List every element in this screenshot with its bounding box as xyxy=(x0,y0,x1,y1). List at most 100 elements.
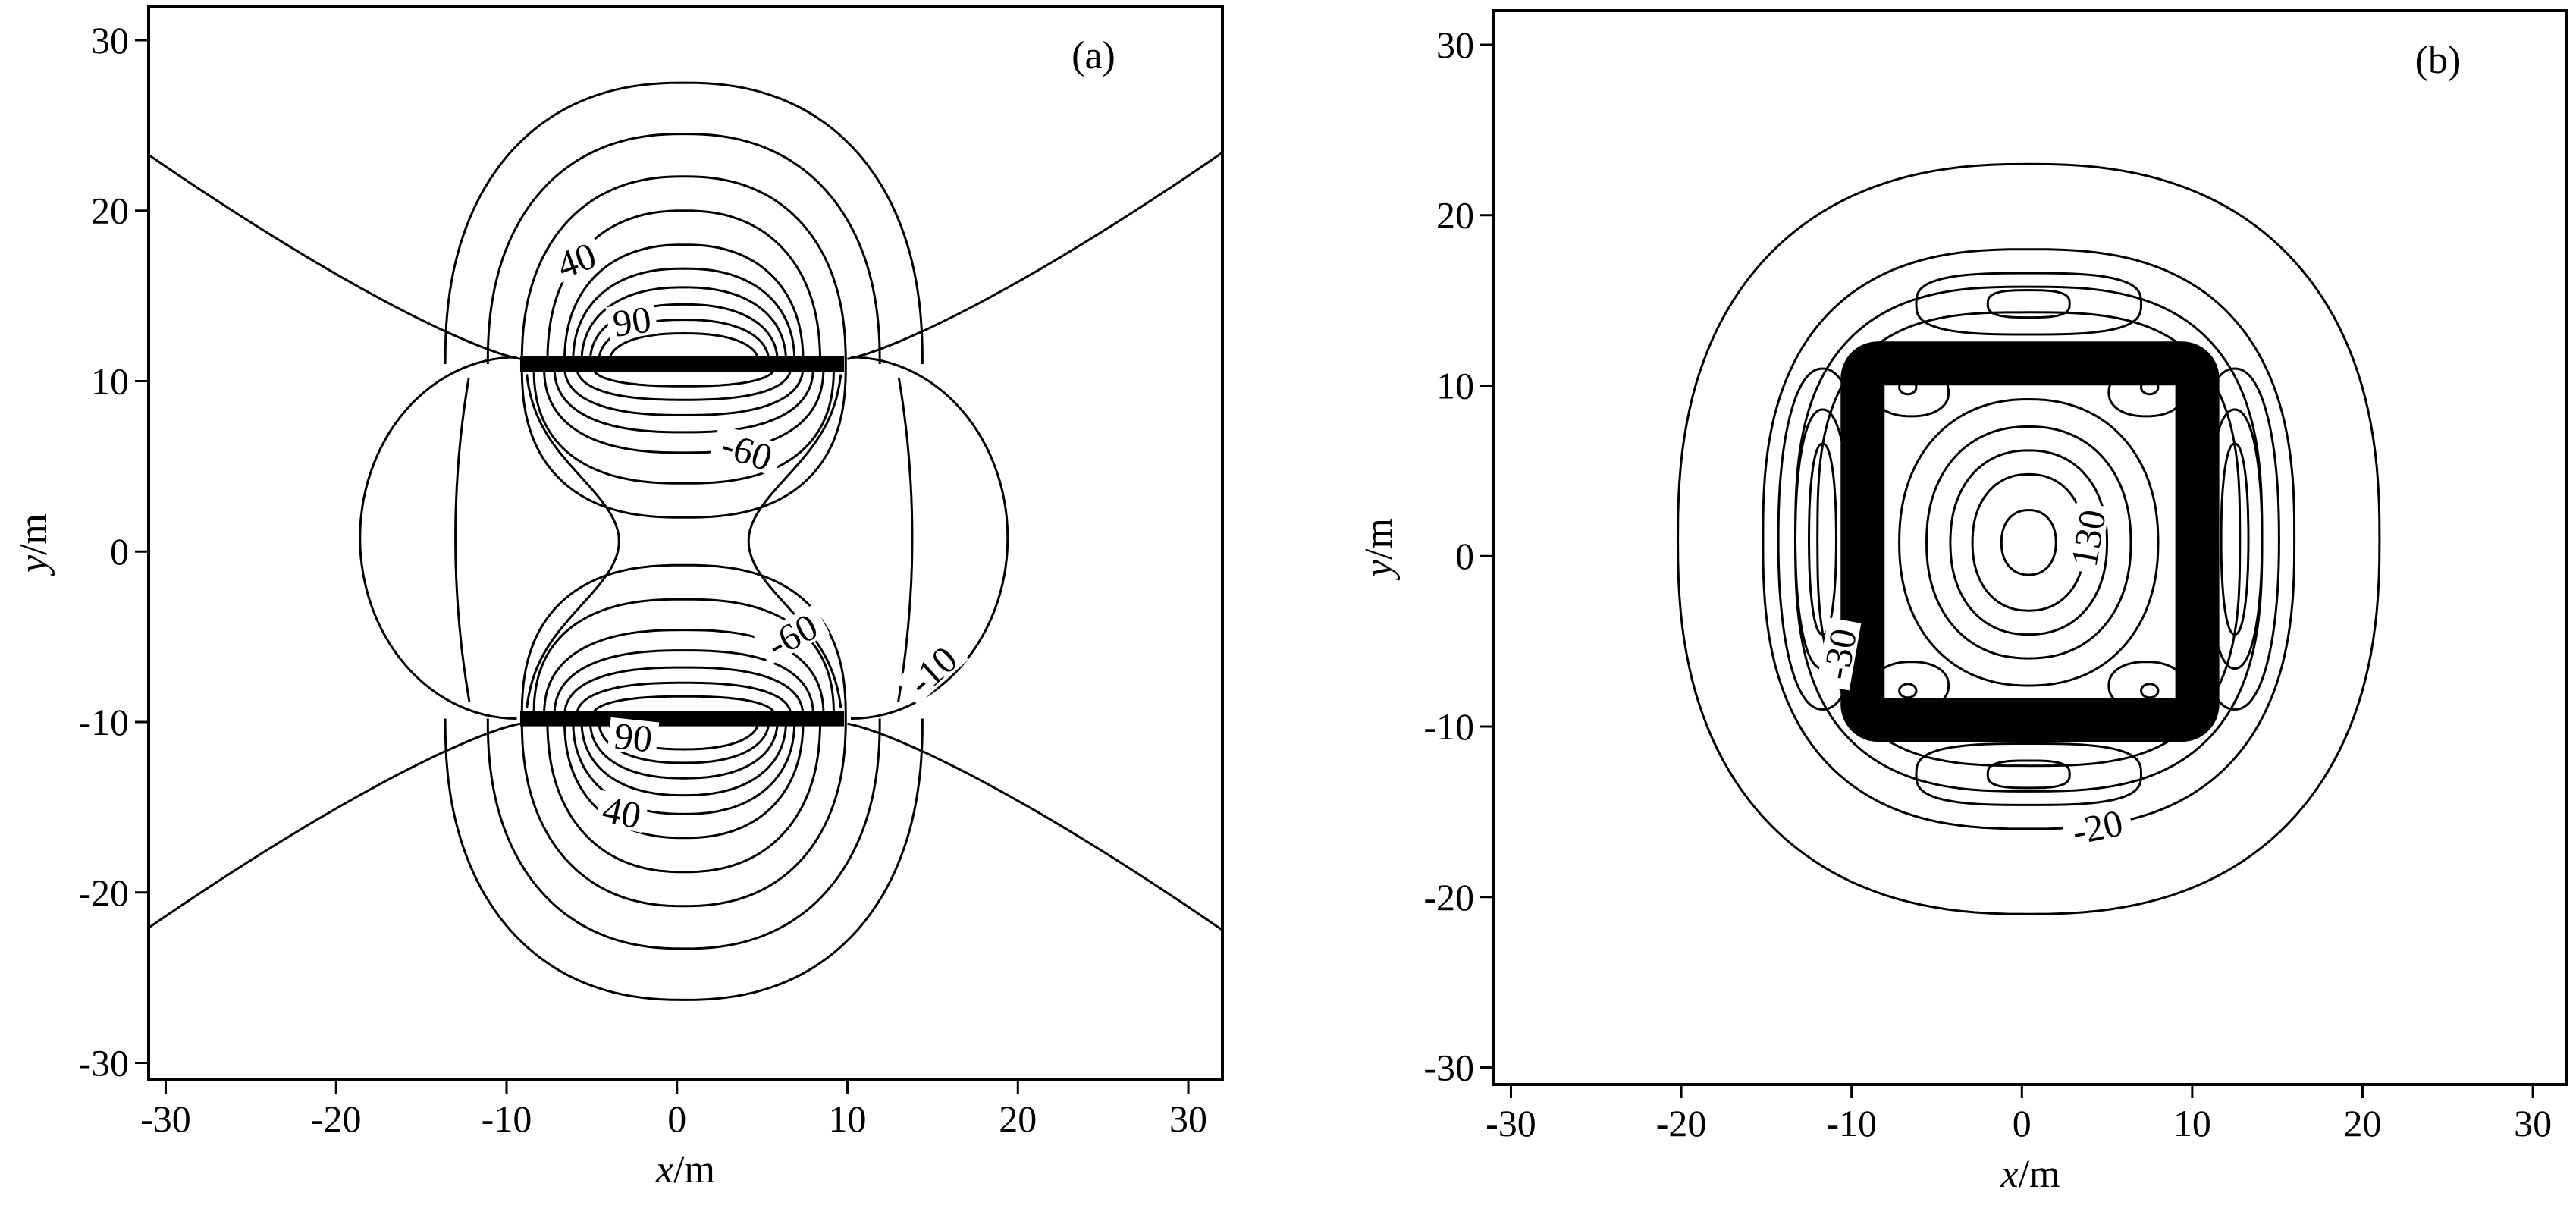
contour-label: 40 xyxy=(595,787,650,837)
contour-line xyxy=(520,175,847,365)
y-tick-label: 0 xyxy=(1455,535,1474,577)
panel-a-contour-lines xyxy=(149,81,1222,1001)
contour-line xyxy=(1971,472,2086,612)
contour-line xyxy=(575,363,792,401)
contour-line xyxy=(563,243,805,365)
contour-label-bg xyxy=(548,235,605,284)
contour-line xyxy=(1872,661,1950,711)
contour-line xyxy=(1986,289,2071,319)
contour-label: 90 xyxy=(605,297,658,345)
panel-b-x-ticks: -30 -20 -10 0 10 20 30 xyxy=(1486,1085,2552,1144)
contour-line xyxy=(1915,742,2142,806)
contour-line xyxy=(897,377,914,702)
contour-line xyxy=(149,722,521,930)
contour-label: -20 xyxy=(2060,801,2135,853)
x-tick-label: -30 xyxy=(1486,1102,1536,1144)
dipole-band xyxy=(519,711,845,727)
contour-line xyxy=(2140,379,2160,396)
contour-line xyxy=(1762,248,2296,830)
contour-line xyxy=(747,374,842,709)
contour-line xyxy=(553,649,815,719)
contour-line xyxy=(2220,442,2250,636)
axis-variable: y xyxy=(12,554,55,576)
dipole-band xyxy=(519,356,845,372)
contour-line xyxy=(1898,683,1918,699)
y-tick-label: 10 xyxy=(1436,364,1474,407)
contour-line xyxy=(526,374,620,709)
contour-line xyxy=(2000,509,2057,576)
contour-label-bg xyxy=(2060,802,2135,850)
contour-line xyxy=(454,377,471,702)
contour-label: 130 xyxy=(2063,501,2114,575)
contour-line xyxy=(2189,367,2280,711)
contour-label-text: 130 xyxy=(2063,507,2114,570)
contour-line xyxy=(607,332,761,364)
y-tick-label: 30 xyxy=(1436,24,1474,66)
contour-line xyxy=(580,286,788,365)
x-tick-label: -20 xyxy=(1656,1102,1707,1144)
contour-line xyxy=(563,666,805,719)
contour-line xyxy=(590,364,777,388)
contour-line xyxy=(542,629,825,719)
contour-line xyxy=(597,319,770,364)
contour-line xyxy=(572,718,796,815)
contour-line xyxy=(2107,661,2185,711)
contour-label-bg xyxy=(2065,501,2110,575)
panel-a-x-ticks: -30 -20 -10 0 10 20 30 xyxy=(140,1080,1207,1140)
axis-unit: /m xyxy=(12,513,55,555)
y-tick-label: -10 xyxy=(78,701,129,743)
panel-b-label: (b) xyxy=(2415,39,2461,82)
x-tick-label: 20 xyxy=(999,1097,1037,1140)
contour-label: -30 xyxy=(1814,617,1865,691)
contour-line xyxy=(1949,449,2109,636)
contour-line xyxy=(359,356,517,720)
contour-line xyxy=(1898,398,2160,687)
contour-label-text: 90 xyxy=(610,297,654,344)
axis-unit: /m xyxy=(673,1148,715,1191)
axis-unit: /m xyxy=(1357,518,1401,560)
contour-line xyxy=(444,81,924,365)
contour-line xyxy=(2206,408,2264,670)
contour-label-bg xyxy=(1816,617,1862,691)
x-tick-label: 20 xyxy=(2343,1102,2381,1144)
contour-line xyxy=(532,598,835,719)
panel-a-x-axis-label: x/m xyxy=(655,1148,715,1191)
contour-label-text: 90 xyxy=(612,714,654,761)
x-tick-label: 30 xyxy=(2514,1102,2552,1144)
contour-line xyxy=(444,718,924,1001)
contour-label-bg xyxy=(753,604,830,666)
contour-line xyxy=(590,695,777,719)
panel-b-plot-frame xyxy=(1492,9,2568,1086)
axis-variable: x xyxy=(2000,1153,2019,1196)
contour-line xyxy=(1872,367,1950,418)
axis-variable: y xyxy=(1357,559,1401,581)
contour-line xyxy=(532,363,835,485)
contour-line xyxy=(2140,683,2160,699)
y-tick-label: -10 xyxy=(1423,705,1474,748)
contour-line xyxy=(486,718,881,950)
contour-line xyxy=(520,563,847,719)
y-tick-label: -20 xyxy=(78,871,129,914)
x-tick-label: -20 xyxy=(311,1097,362,1140)
contour-line xyxy=(542,363,825,454)
x-tick-label: -10 xyxy=(482,1097,532,1140)
contour-line xyxy=(149,153,521,360)
panel-b-y-axis-label: y/m xyxy=(1357,518,1401,581)
contour-line xyxy=(553,363,815,434)
panel-a-y-ticks: -30 -20 -10 0 10 20 30 xyxy=(78,19,149,1085)
contour-line xyxy=(580,718,788,797)
source-frame xyxy=(1840,341,2220,742)
contour-line xyxy=(563,363,805,416)
panel-a-y-axis-label: y/m xyxy=(12,513,55,576)
contour-line xyxy=(588,303,779,365)
x-tick-label: 10 xyxy=(2173,1102,2211,1144)
x-tick-label: -30 xyxy=(140,1097,191,1140)
contour-line xyxy=(847,722,1222,932)
contour-label-bg xyxy=(595,790,650,833)
contour-line xyxy=(575,681,792,719)
contour-line xyxy=(1915,272,2142,336)
contour-line xyxy=(588,718,779,780)
